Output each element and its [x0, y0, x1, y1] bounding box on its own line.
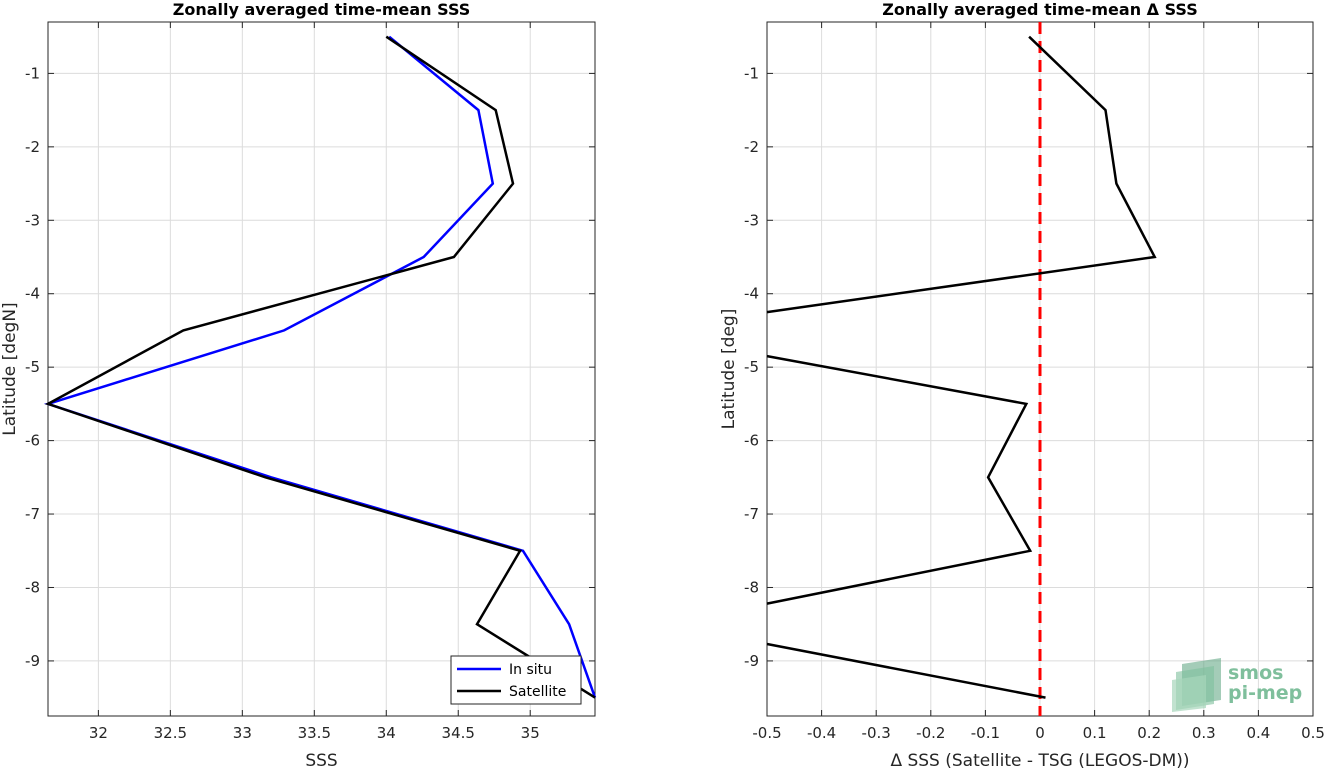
right-x-tick-label: 0.3 [1192, 724, 1216, 742]
right-series-delta-line [766, 642, 1046, 699]
left-x-tick-label: 32 [89, 724, 108, 742]
right-y-tick-label: -2 [744, 138, 759, 156]
smos-pi-mep-logo: smos pi-mep [1172, 658, 1302, 712]
left-series-satellite-line [44, 35, 596, 699]
left-y-tick-label: -1 [25, 64, 40, 82]
right-y-tick-label: -7 [744, 505, 759, 523]
left-y-tick-label: -4 [25, 285, 40, 303]
right-y-tick-label: -5 [744, 358, 759, 376]
right-x-tick-label: -0.4 [807, 724, 836, 742]
right-x-tick-label: 0.2 [1137, 724, 1161, 742]
right-y-tick-label: -9 [744, 652, 759, 670]
left-x-tick-label: 32.5 [154, 724, 187, 742]
right-y-tick-label: -3 [744, 211, 759, 229]
right-series-delta-line [766, 35, 1157, 314]
right-series-delta-line [766, 354, 1033, 605]
right-x-axis-label: Δ SSS (Satellite - TSG (LEGOS-DM)) [890, 751, 1189, 769]
left-x-axis-label: SSS [305, 751, 337, 769]
right-x-tick-label: 0.4 [1246, 724, 1270, 742]
legend-box [450, 655, 582, 705]
panel-left: 32 32.5 33 33.5 34 34.5 35 -1 -2 -3 -4 -5 -6 -7 -8 -9 Zo… [0, 0, 597, 769]
right-y-axis-label: Latitude [deg] [719, 309, 739, 430]
right-x-tick-label: 0.5 [1301, 724, 1325, 742]
right-x-tick-label: -0.1 [971, 724, 1000, 742]
right-x-tick-label: -0.3 [862, 724, 891, 742]
left-y-tick-label: -3 [25, 211, 40, 229]
left-y-tick-label: -8 [25, 578, 40, 596]
left-x-tick-label: 35 [521, 724, 540, 742]
right-y-tick-label: -1 [744, 64, 759, 82]
panel-right: -0.5 -0.4 -0.3 -0.2 -0.1 0 0.1 0.2 0.3 0.4 0.5 -1 -2… [719, 0, 1325, 769]
left-x-tick-label: 34.5 [442, 724, 475, 742]
right-y-tick-label: -4 [744, 285, 759, 303]
right-x-tick-label: -0.2 [916, 724, 945, 742]
logo-line2: pi-mep [1228, 682, 1302, 704]
right-y-tick-label: -8 [744, 578, 759, 596]
right-x-tick-label: 0 [1035, 724, 1045, 742]
right-y-tick-label: -6 [744, 432, 759, 450]
left-y-tick-label: -6 [25, 432, 40, 450]
left-x-tick-label: 34 [377, 724, 396, 742]
logo-line1: smos [1228, 662, 1283, 684]
right-x-tick-label: 0.1 [1083, 724, 1107, 742]
left-chart-title: Zonally averaged time-mean SSS [173, 0, 471, 19]
left-y-tick-label: -2 [25, 138, 40, 156]
right-chart-title: Zonally averaged time-mean Δ SSS [882, 0, 1198, 19]
left-x-tick-label: 33 [233, 724, 252, 742]
legend-label-satellite: Satellite [509, 684, 566, 700]
left-y-tick-label: -9 [25, 652, 40, 670]
left-y-axis-label: Latitude [degN] [0, 302, 20, 435]
left-y-tick-label: -7 [25, 505, 40, 523]
left-x-tick-label: 33.5 [298, 724, 331, 742]
legend-label-in-situ: In situ [509, 662, 552, 678]
left-axes-box [47, 21, 596, 717]
right-x-tick-label: -0.5 [752, 724, 781, 742]
left-series-in-situ-line [43, 35, 597, 699]
left-y-tick-label: -5 [25, 358, 40, 376]
